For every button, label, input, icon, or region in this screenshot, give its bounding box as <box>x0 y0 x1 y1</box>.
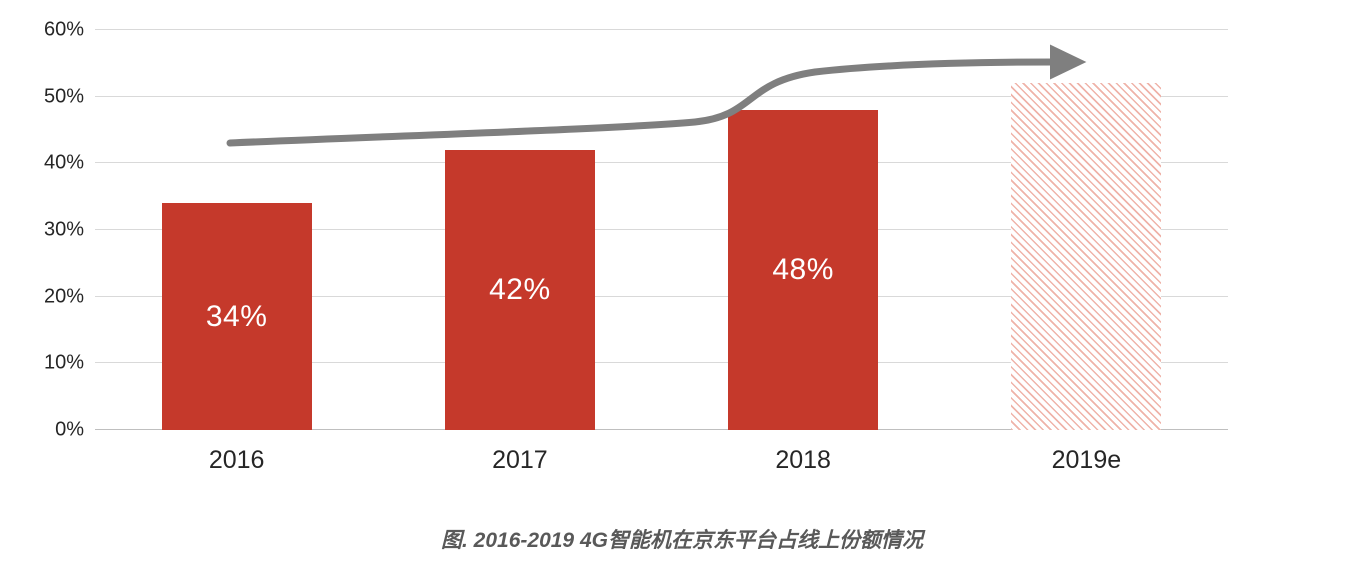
bar-2016: 34% <box>161 203 312 430</box>
y-tick-label: 40% <box>43 151 84 174</box>
x-tick-label: 2016 <box>208 446 265 474</box>
y-tick-label: 20% <box>43 285 84 308</box>
bar-2019e <box>1011 83 1162 430</box>
gridline <box>95 362 1228 364</box>
gridline <box>95 295 1228 297</box>
x-tick-label: 2018 <box>775 446 831 474</box>
y-tick-label: 50% <box>43 85 84 108</box>
gridline <box>95 29 1228 30</box>
y-tick-label: 30% <box>43 218 84 241</box>
bar-value-label: 42% <box>489 273 551 306</box>
y-tick-label: 10% <box>43 351 84 374</box>
gridline <box>95 162 1228 164</box>
x-tick-label: 2017 <box>492 446 548 474</box>
x-tick-label: 2019e <box>1051 446 1122 474</box>
bar-2017: 42% <box>444 150 595 430</box>
bar-value-label: 34% <box>205 299 268 333</box>
gridline <box>95 429 1228 430</box>
bar-2018: 48% <box>728 110 879 430</box>
y-tick-label: 60% <box>43 18 84 41</box>
chart-caption: 图. 2016-2019 4G智能机在京东平台占线上份额情况 <box>441 529 923 552</box>
gridline <box>95 229 1228 230</box>
bars: 34% 42% 48% <box>95 30 1228 430</box>
plot-area: 34% 42% 48% <box>95 29 1228 430</box>
bar-value-label: 48% <box>772 253 834 286</box>
y-tick-label: 0% <box>55 418 84 441</box>
